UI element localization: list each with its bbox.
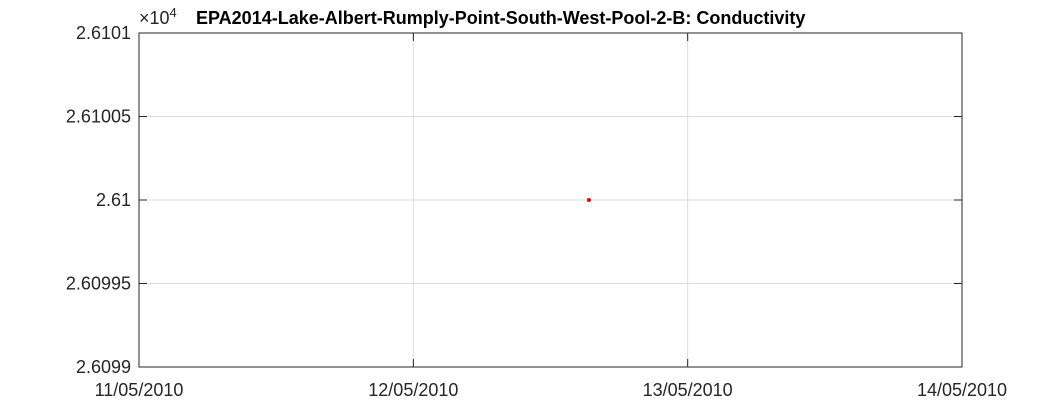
- y-exponent-base: ×10: [139, 8, 170, 28]
- y-tick-label: 2.6101: [76, 23, 131, 43]
- tick-labels: 11/05/2010 12/05/2010 13/05/2010 14/05/2010…: [66, 23, 1007, 400]
- y-axis-exponent: ×104: [139, 5, 177, 28]
- axis-ticks: [138, 32, 963, 368]
- x-tick-label: 13/05/2010: [643, 380, 733, 400]
- x-tick-label: 12/05/2010: [368, 380, 458, 400]
- grid-lines: [139, 33, 962, 367]
- data-point: [586, 198, 591, 202]
- y-exponent-power: 4: [170, 5, 177, 20]
- chart-title: EPA2014-Lake-Albert-Rumply-Point-South-W…: [196, 8, 805, 28]
- y-tick-label: 2.61: [96, 190, 131, 210]
- y-tick-label: 2.61005: [66, 107, 131, 127]
- y-tick-label: 2.60995: [66, 274, 131, 294]
- y-tick-label: 2.6099: [76, 357, 131, 377]
- x-tick-label: 14/05/2010: [917, 380, 1007, 400]
- x-tick-label: 11/05/2010: [95, 380, 184, 400]
- data-series: [586, 198, 591, 202]
